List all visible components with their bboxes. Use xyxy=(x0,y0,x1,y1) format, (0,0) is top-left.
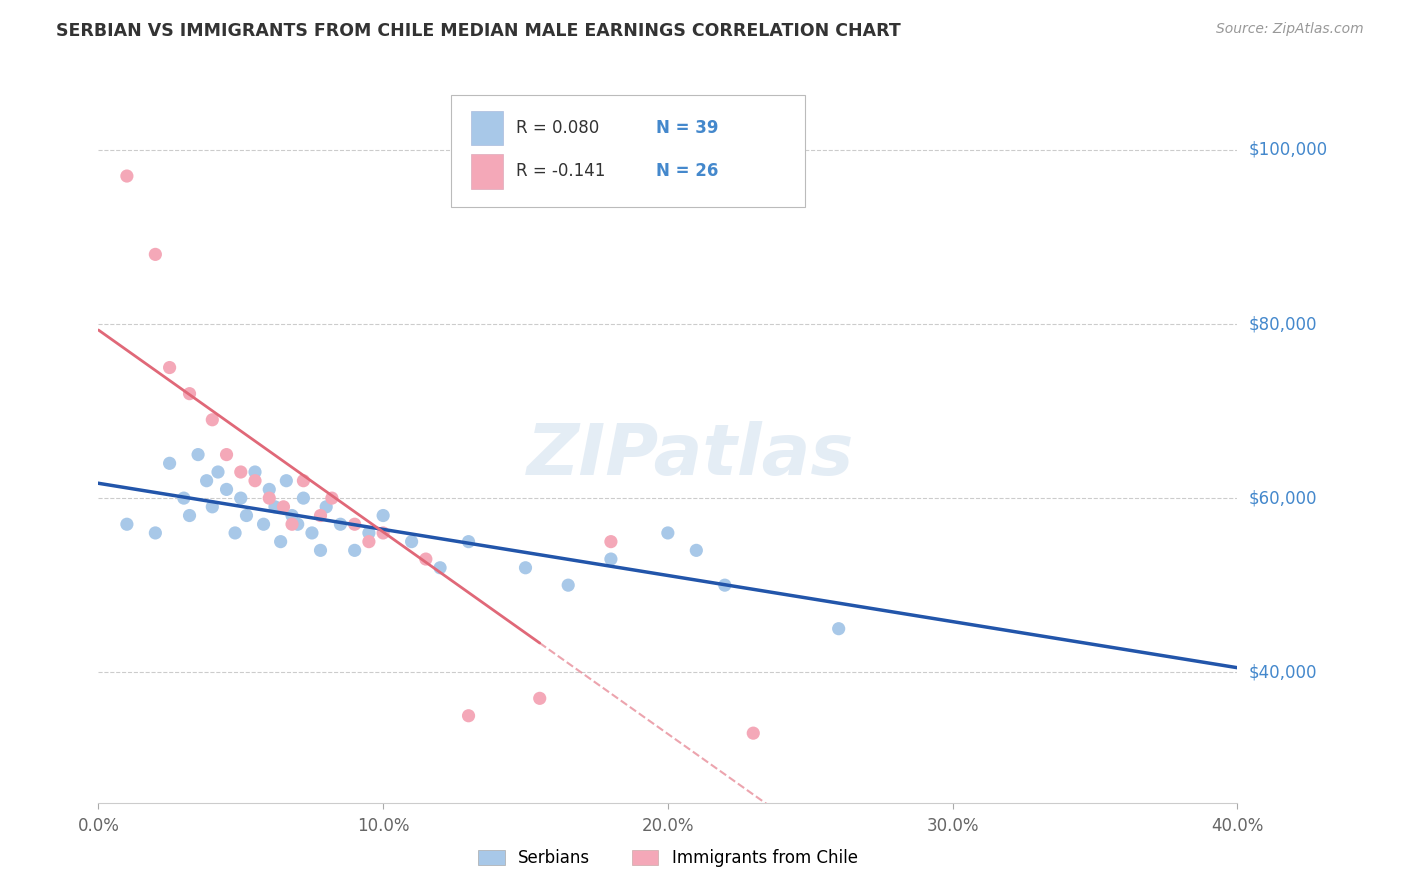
Text: $100,000: $100,000 xyxy=(1249,141,1327,159)
Text: $60,000: $60,000 xyxy=(1249,489,1317,508)
Point xyxy=(828,622,851,636)
Point xyxy=(685,543,707,558)
Point xyxy=(201,500,224,514)
Point xyxy=(224,525,246,540)
Point xyxy=(115,517,138,532)
Point xyxy=(343,543,366,558)
Point xyxy=(229,491,252,505)
Legend: Serbians, Immigrants from Chile: Serbians, Immigrants from Chile xyxy=(471,843,865,874)
Text: Source: ZipAtlas.com: Source: ZipAtlas.com xyxy=(1216,22,1364,37)
Text: $80,000: $80,000 xyxy=(1249,315,1317,333)
FancyBboxPatch shape xyxy=(451,95,804,207)
Point xyxy=(281,508,304,523)
Point xyxy=(457,708,479,723)
Point xyxy=(207,465,229,479)
Point xyxy=(301,525,323,540)
Point xyxy=(195,474,218,488)
Point xyxy=(292,474,315,488)
Point xyxy=(115,169,138,183)
Point xyxy=(357,534,380,549)
Point xyxy=(264,500,287,514)
Point xyxy=(270,534,292,549)
Point xyxy=(173,491,195,505)
Point xyxy=(243,465,266,479)
Point xyxy=(179,386,201,401)
Point xyxy=(145,247,167,261)
Point xyxy=(357,525,380,540)
Point xyxy=(309,508,332,523)
Point xyxy=(273,500,295,514)
Point xyxy=(415,552,437,566)
Point xyxy=(243,474,266,488)
Point xyxy=(429,561,451,575)
Point xyxy=(276,474,298,488)
Text: R = -0.141: R = -0.141 xyxy=(516,162,606,180)
Point xyxy=(187,448,209,462)
Point xyxy=(321,491,343,505)
Point xyxy=(215,448,238,462)
Point xyxy=(657,525,679,540)
Text: R = 0.080: R = 0.080 xyxy=(516,119,599,137)
Point xyxy=(373,508,395,523)
Text: SERBIAN VS IMMIGRANTS FROM CHILE MEDIAN MALE EARNINGS CORRELATION CHART: SERBIAN VS IMMIGRANTS FROM CHILE MEDIAN … xyxy=(56,22,901,40)
Text: $40,000: $40,000 xyxy=(1249,664,1317,681)
Text: N = 26: N = 26 xyxy=(657,162,718,180)
Point xyxy=(159,360,181,375)
Text: ZIPatlas: ZIPatlas xyxy=(527,422,855,491)
Point xyxy=(600,534,623,549)
Point xyxy=(315,500,337,514)
Point xyxy=(259,491,281,505)
Point xyxy=(373,525,395,540)
Point xyxy=(252,517,274,532)
Point xyxy=(457,534,479,549)
Point xyxy=(229,465,252,479)
Point xyxy=(281,517,304,532)
Point xyxy=(259,483,281,497)
Point xyxy=(714,578,737,592)
Point xyxy=(529,691,551,706)
Point xyxy=(343,517,366,532)
Point xyxy=(600,552,623,566)
Point xyxy=(145,525,167,540)
Point xyxy=(401,534,423,549)
FancyBboxPatch shape xyxy=(471,111,503,145)
Point xyxy=(557,578,579,592)
Point xyxy=(515,561,537,575)
Point xyxy=(201,413,224,427)
Point xyxy=(179,508,201,523)
Point xyxy=(329,517,352,532)
Point xyxy=(292,491,315,505)
Text: N = 39: N = 39 xyxy=(657,119,718,137)
Point xyxy=(235,508,257,523)
Point xyxy=(309,543,332,558)
FancyBboxPatch shape xyxy=(471,154,503,189)
Point xyxy=(287,517,309,532)
Point xyxy=(159,456,181,470)
Point xyxy=(742,726,765,740)
Point xyxy=(215,483,238,497)
